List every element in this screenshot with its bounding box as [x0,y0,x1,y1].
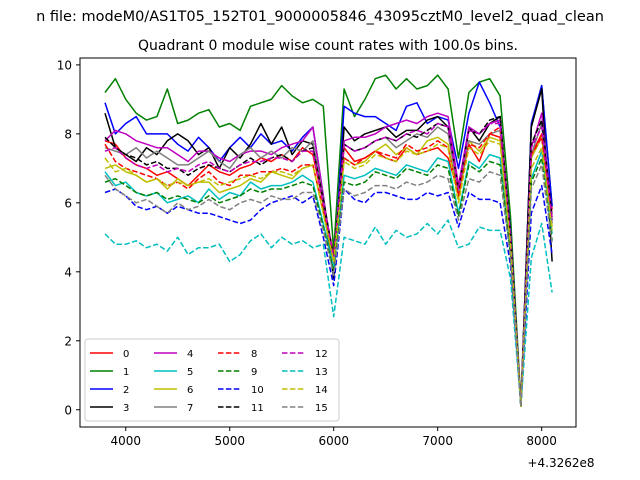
legend-label-10: 10 [251,385,264,396]
series-line-1 [104,74,553,404]
chart-suptitle: n file: modeM0/AS1T05_152T01_9000005846_… [36,9,604,25]
series-line-13 [104,219,553,408]
x-tick-label: 7000 [422,434,453,448]
legend-label-1: 1 [123,367,129,378]
x-tick-label: 8000 [526,434,557,448]
y-axis: 0 2 4 6 8 10 [57,58,80,417]
x-axis: 4000 5000 6000 7000 8000 [110,427,557,448]
series-line-10 [104,184,553,408]
legend-label-0: 0 [123,349,129,360]
axes-frame [79,57,577,428]
series-line-12 [104,122,553,408]
x-tick-label: 4000 [110,434,141,448]
legend-label-6: 6 [187,385,193,396]
series-line-5 [104,150,553,408]
x-tick-label: 6000 [318,434,349,448]
legend-label-2: 2 [123,385,129,396]
y-tick-label: 2 [64,334,72,348]
series-line-15 [104,164,553,408]
legend-label-3: 3 [123,403,129,414]
series-line-6 [104,136,553,408]
y-tick-label: 8 [64,127,72,141]
y-tick-label: 6 [64,196,72,210]
legend-label-12: 12 [315,349,328,360]
x-tick-label: 5000 [214,434,245,448]
legend-label-9: 9 [251,367,257,378]
legend-label-15: 15 [315,403,328,414]
series-line-9 [104,157,553,408]
y-tick-label: 0 [64,403,72,417]
series-lines [104,74,553,408]
chart-title: Quadrant 0 module wise count rates with … [138,38,518,54]
legend-label-5: 5 [187,367,193,378]
y-tick-label: 10 [57,58,72,72]
legend-label-13: 13 [315,367,328,378]
legend-label-11: 11 [251,403,264,414]
legend-label-14: 14 [315,385,328,396]
legend-label-7: 7 [187,403,193,414]
y-tick-label: 4 [64,265,72,279]
legend-label-8: 8 [251,349,257,360]
series-line-14 [104,140,553,408]
legend-label-4: 4 [187,349,193,360]
legend-box [84,338,340,422]
x-offset-label: +4.3262e8 [527,456,594,470]
